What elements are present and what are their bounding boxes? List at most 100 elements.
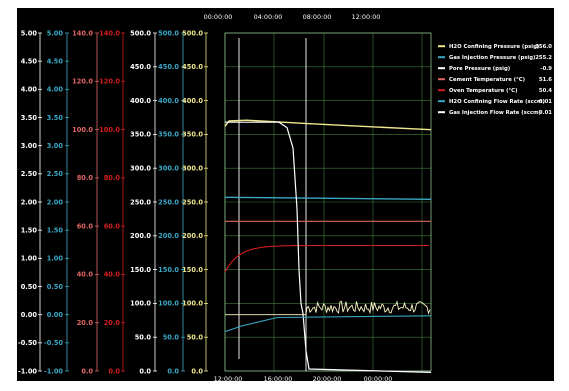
y-axis-tick-label: 350.0	[130, 131, 151, 139]
legend-series-name: H2O Confining Pressure (psig)	[449, 44, 539, 50]
y-axis-tick-label: 250.0	[130, 198, 151, 206]
y-axis-tick-label: 250.0	[182, 198, 203, 206]
y-axis-tick-label: 1.50	[21, 226, 38, 234]
legend-series-name: Gas Injection Flow Rate (sccm)	[449, 110, 541, 116]
y-axis-tick-label: -1.00	[18, 367, 37, 375]
y-axis-tick-label: 100.0	[158, 300, 179, 308]
y-axis-tick-label: 500.0	[130, 29, 151, 37]
y-axis-tick-label: 350.0	[158, 131, 179, 139]
y-axis-tick-label: 300.0	[158, 165, 179, 173]
x-axis-bottom-tick-label: 00:00:00	[364, 375, 393, 381]
y-axis-tick-label: 2.00	[47, 198, 64, 206]
x-axis-top-tick-label: 12:00:00	[352, 13, 381, 21]
y-axis-tick-label: -0.50	[18, 339, 37, 347]
y-axis-tick-label: 4.50	[21, 57, 38, 65]
y-axis-tick-label: 3.50	[21, 114, 38, 122]
series-gas-injection-flow-rate	[225, 300, 431, 316]
y-axis-tick-label: 300.0	[182, 165, 203, 173]
y-axis-tick-label: 400.0	[130, 97, 151, 105]
plot-frame	[224, 32, 432, 372]
y-axis-tick-label: 0.00	[21, 311, 38, 319]
legend-series-value: -0.9	[540, 66, 552, 72]
y-axis-tick-label: -1.00	[44, 367, 63, 375]
y-axis-tick-label: 1.50	[47, 226, 64, 234]
y-axis-tick-label: 50.0	[163, 334, 180, 342]
y-axis-tick-label: 2.50	[47, 170, 64, 178]
y-axis-tick-label: 140.0	[72, 29, 93, 37]
y-axis-tick-label: -0.50	[44, 339, 63, 347]
y-axis-tick-label: 5.00	[21, 29, 38, 37]
x-axis-top-tick-label: 00:00:00	[204, 13, 233, 21]
legend-series-name: Gas Injection Pressure (psig)	[449, 55, 535, 61]
y-axis-tick-label: 120.0	[99, 78, 120, 86]
y-axis-tick-label: 60.0	[104, 222, 121, 230]
y-axis-tick-label: 0.0	[191, 367, 203, 375]
y-axis-tick-label: 500.0	[182, 29, 203, 37]
series-oven-temperature	[224, 244, 429, 273]
y-axis-tick-label: 2.00	[21, 198, 38, 206]
y-axis-tick-label: 300.0	[130, 165, 151, 173]
x-axis-top-tick-label: 04:00:00	[254, 13, 283, 21]
y-axis-tick-label: 100.0	[130, 300, 151, 308]
legend-series-name: Pore Pressure (psig)	[449, 66, 510, 72]
y-axis-tick-label: 0.50	[21, 283, 38, 291]
y-axis-tick-label: 250.0	[158, 198, 179, 206]
y-axis-tick-label: 400.0	[182, 97, 203, 105]
y-axis-tick-label: 450.0	[130, 63, 151, 71]
y-axis-tick-label: 150.0	[158, 266, 179, 274]
y-axis-tick-label: 200.0	[130, 232, 151, 240]
y-axis-tick-label: 350.0	[182, 131, 203, 139]
trend-panel: 5.00 4.50 4.00 3.50 3.00 2.50 2.00 1.50 1.00 0.50…	[17, 8, 554, 381]
legend-series-name: Oven Temperature (°C)	[449, 88, 517, 94]
y-axis-tick-label: 60.0	[77, 222, 94, 230]
y-axis-tick-label: 200.0	[182, 232, 203, 240]
x-axis-bottom-tick-label: 12:00:00	[214, 375, 243, 381]
y-axis-tick-label: 0.50	[47, 283, 64, 291]
y-axis-tick-label: 3.00	[47, 142, 64, 150]
y-axis-tick-label: 120.0	[72, 78, 93, 86]
series-gas-injection-pressure	[224, 196, 432, 200]
y-axis-tick-label: 20.0	[104, 319, 121, 327]
legend-series-name: Cement Temperature (°C)	[449, 77, 525, 83]
series-h2o-confining-flow-rate	[224, 315, 432, 333]
y-axis-tick-label: 4.50	[47, 57, 64, 65]
y-axis-tick-label: 0.0	[81, 367, 93, 375]
legend-series-value: 50.4	[539, 88, 552, 94]
y-axis-tick-label: 0.0	[108, 367, 120, 375]
legend-series-value: 356.0	[535, 44, 552, 50]
y-axis-tick-label: 100.0	[99, 126, 120, 134]
trend-chart[interactable]: 5.00 4.50 4.00 3.50 3.00 2.50 2.00 1.50 1.00 0.50…	[17, 8, 554, 381]
y-axis-tick-label: 150.0	[182, 266, 203, 274]
legend-series-value: 255.2	[535, 55, 552, 61]
series-pore-pressure	[225, 121, 432, 373]
y-axis-tick-label: 0.0	[167, 367, 179, 375]
legend-series-value: -0.01	[537, 99, 553, 105]
y-axis-tick-label: 3.00	[21, 142, 38, 150]
y-axis-tick-label: 0.0	[139, 367, 151, 375]
y-axis-tick-label: 3.50	[47, 114, 64, 122]
y-axis-tick-label: 80.0	[104, 174, 121, 182]
y-axis-tick-label: 450.0	[182, 63, 203, 71]
y-axis-tick-label: 400.0	[158, 97, 179, 105]
y-axis-tick-label: 200.0	[158, 232, 179, 240]
x-axis-top-tick-label: 08:00:00	[303, 13, 332, 21]
y-axis-tick-label: 40.0	[104, 271, 121, 279]
y-axis-tick-label: 20.0	[77, 319, 94, 327]
y-axis-tick-label: 5.00	[47, 29, 64, 37]
y-axis-tick-label: 40.0	[77, 271, 94, 279]
y-axis-tick-label: 50.0	[135, 334, 152, 342]
x-axis-bottom-tick-label: 16:00:00	[264, 375, 293, 381]
y-axis-tick-label: 50.0	[187, 334, 204, 342]
legend-series-name: H2O Confining Flow Rate (sccm)	[449, 99, 545, 105]
y-axis-tick-label: 4.00	[47, 86, 64, 94]
y-axis-tick-label: 4.00	[21, 86, 38, 94]
legend-series-value: 51.6	[539, 77, 552, 83]
y-axis-tick-label: 80.0	[77, 174, 94, 182]
y-axis-tick-label: 2.50	[21, 170, 38, 178]
legend-series-value: 0.01	[539, 110, 552, 116]
x-axis-bottom-tick-label: 20:00:00	[313, 375, 342, 381]
y-axis-tick-label: 500.0	[158, 29, 179, 37]
y-axis-tick-label: 1.00	[47, 255, 64, 263]
y-axis-tick-label: 0.00	[47, 311, 64, 319]
